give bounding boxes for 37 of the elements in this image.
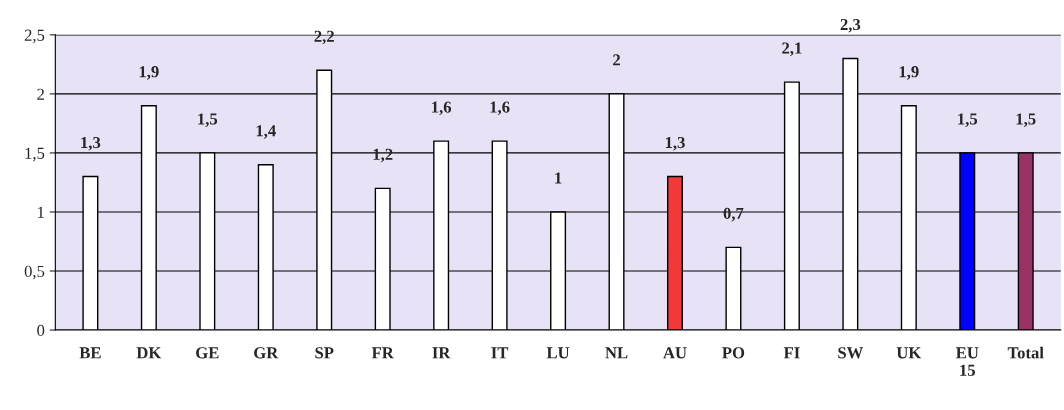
data-label: 1,3 bbox=[665, 136, 685, 151]
x-tick-label: NL bbox=[605, 347, 628, 359]
x-tick-label: Total bbox=[1007, 346, 1044, 359]
x-tick-label: BE bbox=[79, 347, 101, 359]
x-tick-label: PO bbox=[722, 347, 745, 359]
y-tick-label: 0 bbox=[37, 324, 45, 336]
data-label: 1,9 bbox=[899, 66, 919, 80]
data-label: 1,5 bbox=[1016, 113, 1036, 127]
y-tick-label: 1 bbox=[38, 206, 44, 218]
y-tick-label: 1,5 bbox=[25, 147, 45, 162]
y-tick-label: 0,5 bbox=[24, 265, 45, 280]
data-label: 1,5 bbox=[958, 113, 978, 127]
y-tick-label: 2,5 bbox=[24, 29, 45, 44]
data-label: 2,1 bbox=[782, 42, 802, 57]
x-tick-label: EU 15 bbox=[955, 347, 979, 376]
data-label: 1,9 bbox=[139, 66, 159, 80]
x-tick-label: GR bbox=[254, 347, 279, 359]
x-tick-label: SW bbox=[838, 347, 864, 359]
x-tick-label: FR bbox=[371, 347, 394, 359]
data-label: 1,4 bbox=[256, 125, 276, 139]
x-tick-label: DK bbox=[136, 347, 162, 359]
x-tick-label: SP bbox=[315, 347, 334, 359]
data-label: 2 bbox=[613, 54, 620, 66]
data-label: 1,6 bbox=[432, 101, 452, 116]
y-tick-label: 2 bbox=[37, 88, 44, 100]
data-label: 2,3 bbox=[840, 18, 861, 33]
data-label: 1,3 bbox=[81, 136, 101, 151]
x-tick-label: GE bbox=[196, 347, 219, 359]
x-tick-label: UK bbox=[896, 347, 922, 359]
x-tick-label: IR bbox=[432, 347, 451, 359]
data-label: 1,6 bbox=[490, 101, 510, 116]
data-label: 1,5 bbox=[198, 113, 218, 127]
x-tick-label: LU bbox=[546, 347, 570, 359]
x-tick-label: IT bbox=[491, 347, 509, 359]
data-label: 1 bbox=[555, 172, 562, 184]
x-tick-label: FI bbox=[783, 347, 800, 359]
x-tick-label: AU bbox=[663, 347, 687, 359]
